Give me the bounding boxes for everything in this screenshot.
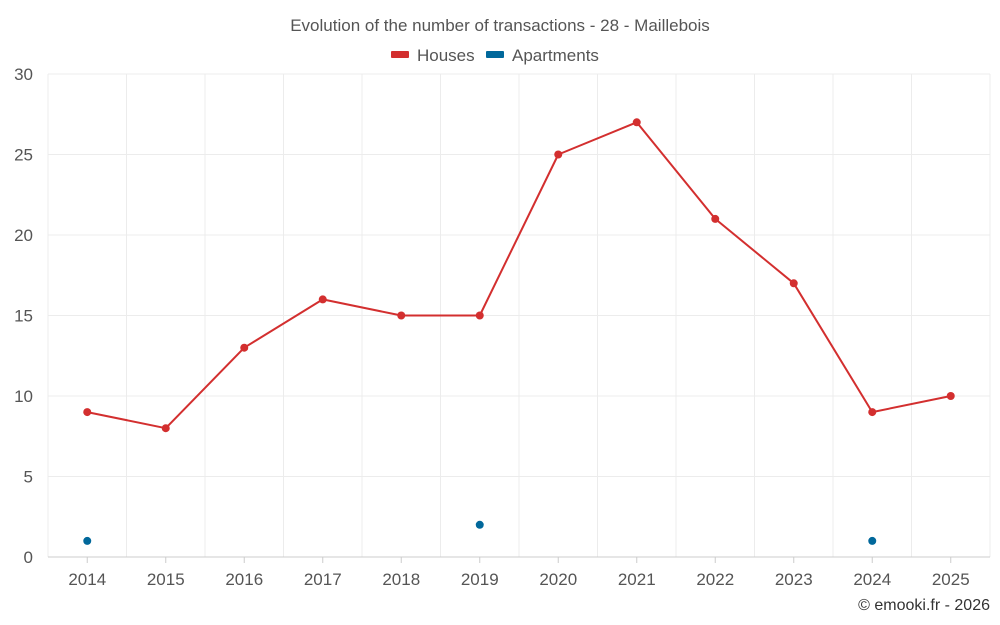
y-tick-label: 25 — [14, 146, 33, 165]
x-tick-label: 2023 — [775, 570, 813, 589]
legend-item-apartments[interactable]: Apartments — [486, 46, 599, 65]
data-point-houses[interactable] — [475, 311, 484, 320]
legend-label-houses: Houses — [417, 46, 475, 65]
data-point-houses[interactable] — [868, 408, 877, 417]
x-tick-label: 2024 — [853, 570, 891, 589]
data-point-houses[interactable] — [397, 311, 406, 320]
data-point-apartments[interactable] — [83, 536, 92, 545]
x-tick-label: 2025 — [932, 570, 970, 589]
x-tick-label: 2018 — [382, 570, 420, 589]
chart-title: Evolution of the number of transactions … — [290, 16, 710, 35]
data-point-apartments[interactable] — [868, 536, 877, 545]
data-point-houses[interactable] — [711, 214, 720, 223]
y-tick-label: 0 — [24, 548, 33, 567]
y-tick-label: 20 — [14, 226, 33, 245]
x-tick-label: 2019 — [461, 570, 499, 589]
data-point-apartments[interactable] — [475, 520, 484, 529]
credit-text: © emooki.fr - 2026 — [858, 597, 990, 614]
y-tick-label: 30 — [14, 65, 33, 84]
x-tick-label: 2014 — [68, 570, 106, 589]
legend-swatch-apartments — [486, 51, 504, 58]
grid — [47, 73, 991, 557]
legend-label-apartments: Apartments — [512, 46, 599, 65]
series — [83, 118, 955, 545]
data-point-houses[interactable] — [554, 150, 563, 159]
data-point-houses[interactable] — [789, 279, 798, 288]
y-tick-label: 15 — [14, 307, 33, 326]
legend: Houses Apartments — [391, 46, 599, 65]
x-tick-label: 2022 — [696, 570, 734, 589]
x-tick-label: 2015 — [147, 570, 185, 589]
x-tick-label: 2016 — [225, 570, 263, 589]
data-point-houses[interactable] — [946, 392, 955, 400]
series-line-houses — [87, 121, 951, 430]
series-houses — [83, 118, 955, 433]
legend-item-houses[interactable]: Houses — [391, 46, 475, 65]
x-tick-label: 2017 — [304, 570, 342, 589]
data-point-houses[interactable] — [318, 295, 327, 304]
series-apartments — [83, 520, 877, 545]
y-tick-label: 10 — [14, 387, 33, 406]
legend-swatch-houses — [391, 51, 409, 58]
data-point-houses[interactable] — [161, 424, 170, 433]
data-point-houses[interactable] — [240, 343, 249, 352]
x-tick-label: 2020 — [539, 570, 577, 589]
data-point-houses[interactable] — [632, 118, 641, 127]
x-tick-label: 2021 — [618, 570, 656, 589]
y-tick-label: 5 — [24, 468, 33, 487]
data-point-houses[interactable] — [83, 408, 92, 417]
